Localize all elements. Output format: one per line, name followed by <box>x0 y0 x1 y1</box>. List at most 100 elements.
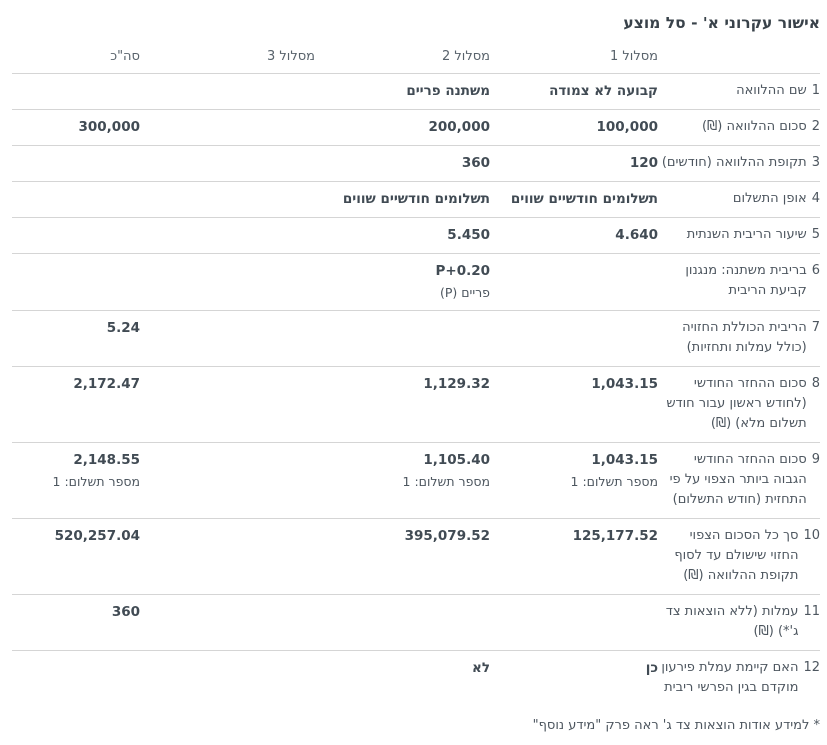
row-number: 2 <box>811 119 820 134</box>
cell-label: 11 עמלות (ללא הוצאות צד ג'*) (₪) <box>658 602 820 642</box>
row-label: סכום ההלוואה (₪) <box>701 119 807 134</box>
cell-subvalue: מספר תשלום: 1 <box>570 474 658 489</box>
cell-label: 4 אופן התשלום <box>658 189 820 209</box>
cell-subvalue: פריים (P) <box>439 285 490 300</box>
cell-value: 5.450 <box>447 227 490 243</box>
table-row: 8 סכום ההחזר החודשי (לחודש ראשון עבור חו… <box>12 367 820 443</box>
row-label: סכום ההחזר החודשי (לחודש ראשון עבור חודש… <box>666 376 807 431</box>
cell-subvalue: מספר תשלום: 1 <box>52 474 140 489</box>
cell-value: 520,257.04 <box>54 528 140 544</box>
row-number: 3 <box>811 155 820 170</box>
cell-track2: לא <box>315 658 490 678</box>
page-title: אישור עקרוני א' - סל מוצע <box>623 14 820 32</box>
cell-value: 300,000 <box>78 119 141 135</box>
cell-value: 200,000 <box>428 119 491 135</box>
row-label: עמלות (ללא הוצאות צד ג'*) (₪) <box>665 604 799 639</box>
cell-track2: 360 <box>315 153 490 173</box>
footnote: * למידע אודות הוצאות צד ג' ראה פרק "מידע… <box>532 718 820 733</box>
row-number: 5 <box>811 227 820 242</box>
cell-total: 360 <box>12 602 140 622</box>
cell-value: כן <box>645 660 658 676</box>
cell-track2: משתנה פריים <box>315 81 490 101</box>
table-row: 10 סך כל הסכום הצפוי החזוי שישולם עד לסו… <box>12 519 820 595</box>
table-row: 2 סכום ההלוואה (₪) 100,000 200,000 300,0… <box>12 110 820 146</box>
cell-track1: 120 <box>490 153 658 173</box>
cell-value: 1,043.15 <box>591 452 658 468</box>
cell-value: 2,148.55 <box>73 452 140 468</box>
cell-label: 12 האם קיימת עמלת פירעון מוקדם בגין הפרש… <box>658 658 820 698</box>
row-number: 9 <box>811 452 820 467</box>
cell-label: 3 תקופת ההלוואה (חודשים) <box>658 153 820 173</box>
cell-value: 120 <box>629 155 658 171</box>
cell-value: 360 <box>461 155 490 171</box>
cell-total: 5.24 <box>12 318 140 338</box>
cell-track2: 1,129.32 <box>315 374 490 394</box>
cell-value: 100,000 <box>596 119 659 135</box>
cell-value: משתנה פריים <box>406 83 490 99</box>
row-number: 12 <box>803 660 820 675</box>
cell-track2: P+0.20 פריים (P) <box>315 261 490 302</box>
cell-track1: 100,000 <box>490 117 659 137</box>
cell-value: P+0.20 <box>435 263 490 279</box>
cell-total: 2,148.55 מספר תשלום: 1 <box>12 450 140 491</box>
cell-track2: 200,000 <box>315 117 491 137</box>
row-label: סך כל הסכום הצפוי החזוי שישולם עד לסוף ת… <box>674 528 799 583</box>
cell-value: תשלומים חודשיים שווים <box>342 191 490 207</box>
cell-total: 300,000 <box>12 117 141 137</box>
cell-track1: 1,043.15 מספר תשלום: 1 <box>490 450 658 491</box>
cell-value: 2,172.47 <box>73 376 140 392</box>
cell-value: תשלומים חודשיים שווים <box>510 191 658 207</box>
cell-total: 520,257.04 <box>12 526 140 546</box>
cell-track2: תשלומים חודשיים שווים <box>315 189 490 209</box>
col-header-track1: מסלול 1 <box>610 49 658 64</box>
cell-label: 2 סכום ההלוואה (₪) <box>658 117 820 137</box>
cell-label: 1 שם ההלוואה <box>658 81 820 101</box>
cell-total: 2,172.47 <box>12 374 140 394</box>
row-label: שיעור הריבית השנתית <box>686 227 807 242</box>
cell-track2: 5.450 <box>315 225 490 245</box>
table-row: 9 סכום ההחזר החודשי הגבוה ביותר הצפוי על… <box>12 443 820 519</box>
row-label: שם ההלוואה <box>736 83 807 98</box>
col-header-total: סה"כ <box>110 49 140 64</box>
cell-value: 4.640 <box>615 227 658 243</box>
row-label: בריבית משתנה: מנגנון קביעת הריבית <box>685 263 807 298</box>
table-row: 1 שם ההלוואה קבועה לא צמודה משתנה פריים <box>12 74 820 110</box>
cell-value: 360 <box>111 604 140 620</box>
cell-track1: 125,177.52 <box>490 526 658 546</box>
row-number: 7 <box>811 320 820 335</box>
table-row: 4 אופן התשלום תשלומים חודשיים שווים תשלו… <box>12 182 820 218</box>
cell-value: 395,079.52 <box>404 528 490 544</box>
col-header-track2: מסלול 2 <box>442 49 490 64</box>
row-number: 6 <box>811 263 820 278</box>
row-label: האם קיימת עמלת פירעון מוקדם בגין הפרשי ר… <box>661 660 799 695</box>
row-number: 8 <box>811 376 820 391</box>
col-header-track3: מסלול 3 <box>267 49 315 64</box>
table-header: מסלול 1 מסלול 2 מסלול 3 סה"כ <box>12 46 820 74</box>
cell-track2: 395,079.52 <box>315 526 490 546</box>
cell-track1: קבועה לא צמודה <box>490 81 658 101</box>
cell-label: 6 בריבית משתנה: מנגנון קביעת הריבית <box>658 261 820 301</box>
row-number: 4 <box>811 191 820 206</box>
cell-value: 1,105.40 <box>423 452 490 468</box>
table-row: 7 הריבית הכוללת החזויה (כולל עמלות ותחזי… <box>12 311 820 367</box>
row-label: הריבית הכוללת החזויה (כולל עמלות ותחזיות… <box>682 320 807 355</box>
table-row: 3 תקופת ההלוואה (חודשים) 120 360 <box>12 146 820 182</box>
cell-value: 1,129.32 <box>423 376 490 392</box>
cell-value: לא <box>472 660 490 676</box>
row-label: אופן התשלום <box>732 191 807 206</box>
cell-track1: 1,043.15 <box>490 374 658 394</box>
cell-label: 9 סכום ההחזר החודשי הגבוה ביותר הצפוי על… <box>658 450 820 510</box>
cell-value: 125,177.52 <box>572 528 658 544</box>
cell-label: 5 שיעור הריבית השנתית <box>658 225 820 245</box>
row-label: תקופת ההלוואה (חודשים) <box>661 155 807 170</box>
table-row: 6 בריבית משתנה: מנגנון קביעת הריבית P+0.… <box>12 254 820 311</box>
table-row: 12 האם קיימת עמלת פירעון מוקדם בגין הפרש… <box>12 651 820 706</box>
row-number: 1 <box>811 83 820 98</box>
cell-subvalue: מספר תשלום: 1 <box>402 474 490 489</box>
row-number: 11 <box>803 604 820 619</box>
cell-label: 8 סכום ההחזר החודשי (לחודש ראשון עבור חו… <box>658 374 820 434</box>
cell-label: 7 הריבית הכוללת החזויה (כולל עמלות ותחזי… <box>658 318 820 358</box>
row-label: סכום ההחזר החודשי הגבוה ביותר הצפוי על פ… <box>669 452 807 507</box>
cell-track1: תשלומים חודשיים שווים <box>490 189 658 209</box>
